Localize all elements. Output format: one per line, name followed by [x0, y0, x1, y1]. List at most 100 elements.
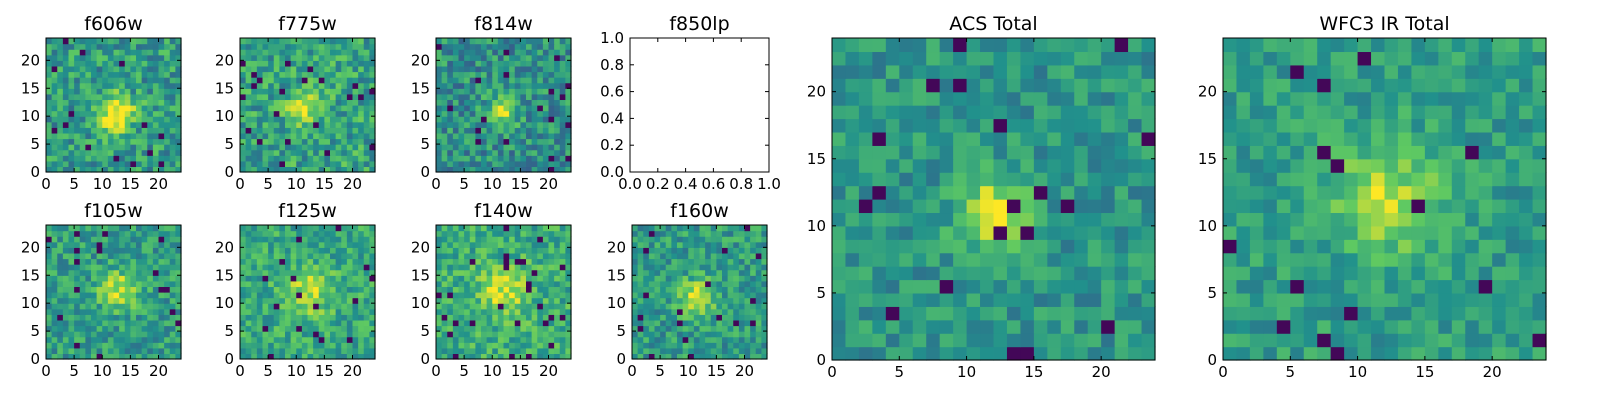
heatmap-cell — [273, 144, 280, 151]
heatmap-cell — [565, 116, 572, 123]
heatmap-cell — [51, 342, 58, 349]
heatmap-cell — [91, 127, 98, 134]
heatmap-cell — [1020, 252, 1035, 267]
heatmap-cell — [537, 347, 544, 355]
heatmap-cell — [113, 347, 120, 355]
heatmap-cell — [727, 264, 734, 271]
heatmap-cell — [130, 54, 137, 61]
heatmap-cell — [469, 60, 476, 67]
heatmap-cell — [469, 292, 476, 299]
heatmap-cell — [693, 258, 701, 265]
heatmap-cell — [464, 99, 471, 106]
heatmap-cell — [285, 160, 292, 168]
heatmap-cell — [79, 38, 86, 45]
heatmap-cell — [436, 269, 443, 276]
heatmap-cell — [268, 353, 275, 360]
heatmap-cell — [1101, 78, 1116, 93]
heatmap-cell — [369, 308, 376, 315]
heatmap-cell — [119, 280, 126, 288]
heatmap-cell — [436, 264, 443, 271]
heatmap-cell — [648, 264, 656, 271]
heatmap-cell — [693, 347, 701, 355]
heatmap-cell — [85, 110, 92, 117]
heatmap-cell — [91, 230, 98, 237]
heatmap-cell — [301, 275, 309, 282]
heatmap-cell — [993, 239, 1008, 254]
heatmap-cell — [107, 347, 115, 355]
heatmap-cell — [447, 116, 454, 123]
heatmap-cell — [363, 241, 370, 248]
heatmap-cell — [665, 264, 672, 271]
heatmap-cell — [671, 314, 678, 321]
heatmap-cell — [492, 286, 499, 293]
heatmap-cell — [296, 82, 303, 89]
heatmap-cell — [369, 269, 376, 276]
heatmap-cell — [1060, 225, 1075, 240]
heatmap-cell — [141, 144, 148, 151]
heatmap-cell — [733, 286, 740, 293]
heatmap-cell — [1128, 346, 1143, 361]
heatmap-cell — [447, 269, 454, 276]
heatmap-cell — [542, 105, 550, 112]
heatmap-cell — [107, 99, 115, 106]
heatmap-cell — [240, 71, 247, 78]
heatmap-cell — [899, 105, 914, 120]
heatmap-cell — [1060, 64, 1075, 79]
heatmap-cell — [1114, 252, 1129, 267]
heatmap-cell — [285, 336, 292, 343]
heatmap-cell — [1128, 118, 1143, 133]
heatmap-cell — [124, 60, 131, 67]
heatmap-cell — [492, 160, 499, 168]
heatmap-cell — [152, 342, 160, 349]
heatmap-cell — [91, 110, 98, 117]
heatmap-cell — [469, 127, 476, 134]
heatmap-cell — [363, 149, 370, 156]
heatmap-cell — [469, 110, 476, 117]
heatmap-cell — [147, 110, 154, 117]
heatmap-cell — [1141, 105, 1156, 120]
heatmap-cell — [124, 292, 131, 299]
heatmap-cell — [682, 325, 689, 332]
heatmap-cell — [124, 132, 131, 140]
heatmap-cell — [124, 77, 131, 84]
heatmap-cell — [660, 353, 667, 360]
heatmap-cell — [750, 292, 757, 299]
heatmap-cell — [91, 88, 98, 95]
heatmap-cell — [682, 347, 689, 355]
heatmap-cell — [872, 172, 887, 187]
heatmap-cell — [559, 247, 566, 254]
heatmap-cell — [301, 121, 309, 128]
heatmap-cell — [1074, 333, 1089, 348]
x-tick-label: 20 — [539, 362, 558, 380]
heatmap-cell — [307, 353, 314, 360]
heatmap-cell — [147, 325, 154, 332]
heatmap-cell — [318, 166, 325, 173]
heatmap-cell — [475, 155, 482, 162]
heatmap-cell — [559, 258, 566, 265]
heatmap-cell — [358, 319, 365, 327]
heatmap-cell — [313, 54, 320, 61]
heatmap-cell — [475, 49, 482, 56]
heatmap-cell — [68, 77, 75, 84]
heatmap-cell — [330, 280, 337, 288]
heatmap-cell — [341, 88, 348, 95]
heatmap-cell — [526, 241, 533, 248]
heatmap-cell — [953, 239, 968, 254]
heatmap-cell — [363, 286, 370, 293]
heatmap-cell — [169, 308, 176, 315]
heatmap-cell — [733, 308, 740, 315]
heatmap-cell — [486, 292, 493, 299]
heatmap-cell — [262, 71, 269, 78]
heatmap-cell — [307, 280, 314, 288]
heatmap-cell — [285, 241, 292, 248]
heatmap-cell — [542, 166, 550, 173]
heatmap-cell — [301, 38, 309, 45]
heatmap-cell — [346, 325, 354, 332]
heatmap-cell — [358, 144, 365, 151]
heatmap-cell — [164, 303, 171, 310]
heatmap-cell — [46, 49, 53, 56]
heatmap-cell — [256, 308, 264, 315]
heatmap-cell — [939, 105, 954, 120]
heatmap-cell — [91, 331, 98, 338]
heatmap-cell — [130, 60, 137, 67]
